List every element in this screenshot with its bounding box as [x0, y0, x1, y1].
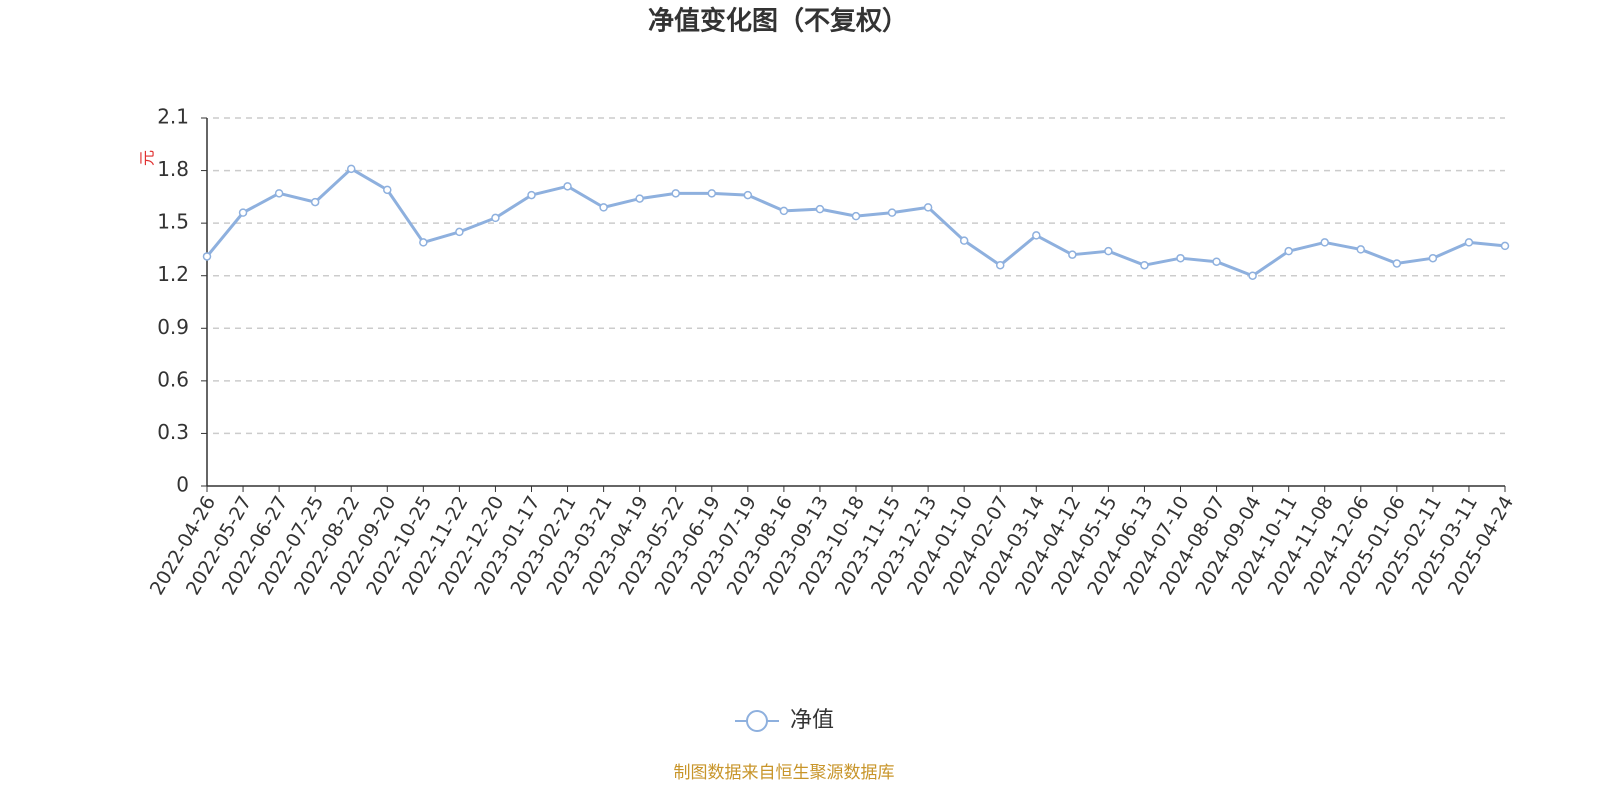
point: [707, 189, 717, 198]
y-tick-label: 1.5: [157, 210, 189, 234]
point: [1284, 246, 1293, 256]
point: [1104, 246, 1113, 256]
y-tick-label: 1.8: [157, 157, 189, 181]
point: [1140, 260, 1149, 270]
y-tick-label: 0.6: [157, 367, 189, 391]
point: [455, 227, 464, 237]
source-note: 制图数据来自恒生聚源数据库: [674, 763, 895, 783]
point: [887, 208, 897, 217]
y-tick-label: 0.9: [157, 315, 189, 339]
point: [635, 194, 644, 203]
point: [346, 164, 356, 174]
point: [383, 185, 392, 195]
point: [779, 206, 789, 216]
point: [202, 252, 212, 261]
point: [851, 211, 861, 221]
y-tick-label: 0: [176, 473, 189, 497]
point: [1248, 271, 1257, 280]
point: [563, 182, 572, 191]
point: [671, 189, 680, 198]
point: [1356, 245, 1366, 254]
point: [1068, 250, 1077, 259]
y-tick-label: 0.3: [157, 420, 189, 444]
point: [1176, 253, 1185, 263]
chart-title: 净值变化图（不复权）: [648, 6, 908, 37]
point: [599, 203, 608, 212]
point: [1392, 259, 1402, 268]
point: [1212, 257, 1221, 266]
point: [959, 236, 969, 245]
legend-marker: [746, 710, 768, 732]
point: [815, 204, 825, 214]
point: [1428, 253, 1438, 263]
legend-label: 净值: [790, 708, 834, 733]
point: [1032, 231, 1041, 240]
point: [274, 189, 284, 198]
point: [1464, 238, 1474, 247]
point: [995, 260, 1005, 270]
point: [527, 190, 536, 200]
y-tick-label: 2.1: [157, 105, 189, 129]
point: [419, 238, 428, 247]
y-axis-label: 元: [138, 150, 157, 166]
point: [238, 208, 248, 217]
y-tick-label: 1.2: [157, 262, 189, 286]
point: [923, 203, 933, 212]
point: [1320, 238, 1329, 247]
point: [1500, 241, 1510, 251]
point: [491, 213, 500, 223]
line: [205, 167, 1506, 278]
point: [310, 197, 320, 207]
point: [743, 190, 753, 200]
